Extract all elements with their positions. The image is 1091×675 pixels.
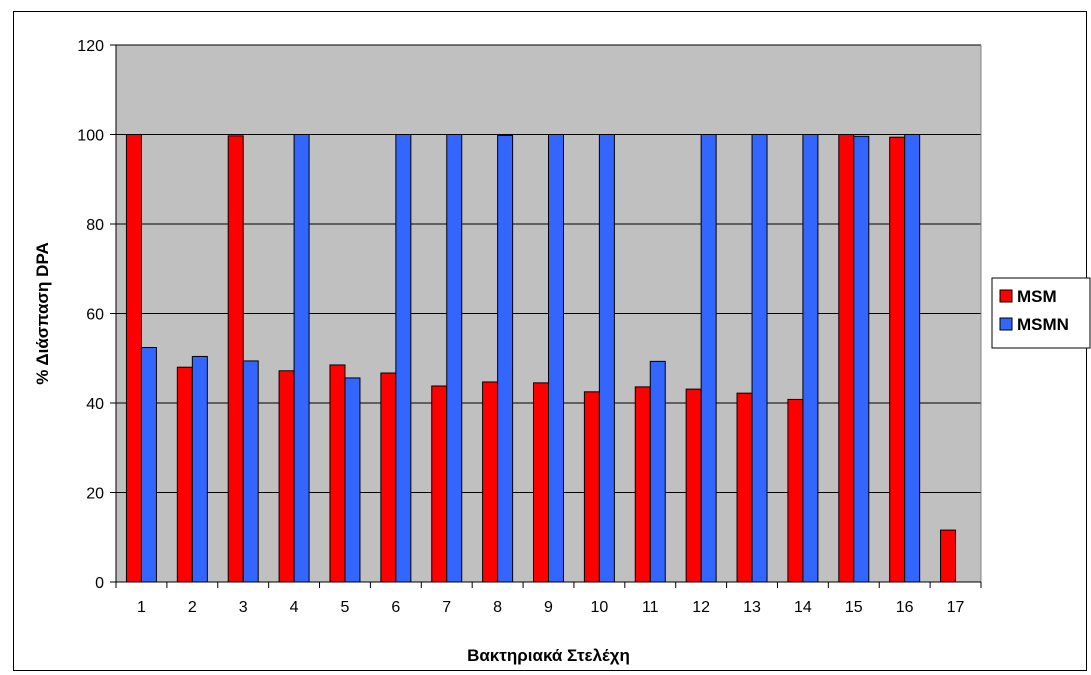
x-tick-label: 12 bbox=[692, 599, 710, 616]
y-tick-label: 0 bbox=[95, 575, 104, 592]
x-tick-label: 15 bbox=[845, 599, 863, 616]
legend-label-msm: MSM bbox=[1017, 287, 1057, 306]
bar-msm-10 bbox=[583, 391, 600, 583]
bar-msmn-13 bbox=[751, 134, 768, 583]
x-axis-title: Βακτηριακά Στελέχη bbox=[467, 646, 630, 665]
x-tick-label: 4 bbox=[290, 599, 299, 616]
bar-msmn-3 bbox=[242, 360, 259, 583]
bar-msm-7 bbox=[431, 385, 448, 583]
x-tick-label: 10 bbox=[590, 599, 608, 616]
x-tick-label: 9 bbox=[544, 599, 553, 616]
bar-msmn-5 bbox=[344, 377, 361, 583]
bar-msmn-8 bbox=[497, 134, 514, 583]
bar-msmn-12 bbox=[700, 134, 717, 583]
x-tick-label: 7 bbox=[442, 599, 451, 616]
x-tick-label: 2 bbox=[188, 599, 197, 616]
bar-msm-13 bbox=[736, 392, 753, 583]
legend-swatch-msm bbox=[999, 289, 1013, 303]
x-tick-label: 13 bbox=[743, 599, 761, 616]
y-tick-label: 40 bbox=[86, 396, 104, 413]
y-tick-label: 120 bbox=[77, 38, 104, 55]
bar-msmn-15 bbox=[853, 135, 870, 583]
bar-msm-14 bbox=[787, 398, 804, 583]
x-tick-label: 1 bbox=[137, 599, 146, 616]
bar-msm-6 bbox=[380, 372, 397, 583]
bar-msmn-16 bbox=[904, 134, 921, 583]
axes bbox=[110, 44, 982, 588]
x-tick-label: 16 bbox=[896, 599, 914, 616]
bar-msm-9 bbox=[533, 382, 549, 583]
legend: MSM MSMN bbox=[991, 277, 1091, 349]
y-tick-label: 100 bbox=[77, 128, 104, 145]
x-tick-label: 6 bbox=[391, 599, 400, 616]
bar-msmn-1 bbox=[140, 347, 157, 583]
bar-msmn-14 bbox=[802, 134, 819, 583]
x-tick-label: 14 bbox=[794, 599, 812, 616]
bar-msm-8 bbox=[482, 381, 499, 583]
bar-msm-4 bbox=[278, 370, 295, 583]
bar-msmn-6 bbox=[395, 134, 412, 583]
bar-msmn-9 bbox=[548, 134, 564, 583]
bar-msm-15 bbox=[838, 134, 855, 583]
bar-msmn-11 bbox=[649, 360, 666, 583]
bar-msm-3 bbox=[227, 135, 244, 583]
bar-msm-1 bbox=[125, 134, 142, 583]
bar-msm-11 bbox=[634, 386, 651, 583]
x-tick-label: 5 bbox=[341, 599, 350, 616]
x-tick-label: 8 bbox=[493, 599, 502, 616]
y-tick-label: 20 bbox=[86, 486, 104, 503]
bar-msmn-10 bbox=[598, 134, 615, 583]
legend-swatch-msmn bbox=[999, 317, 1013, 331]
bar-msm-17 bbox=[940, 529, 957, 583]
y-tick-label: 60 bbox=[86, 307, 104, 324]
bar-msmn-2 bbox=[191, 355, 208, 583]
x-tick-label: 11 bbox=[642, 599, 659, 616]
bar-msm-12 bbox=[685, 388, 702, 583]
y-tick-label: 80 bbox=[86, 217, 104, 234]
bars bbox=[125, 134, 957, 583]
x-tick-label: 3 bbox=[239, 599, 248, 616]
bar-msmn-4 bbox=[293, 134, 310, 583]
bar-msm-5 bbox=[329, 364, 346, 583]
x-tick-label: 17 bbox=[947, 599, 965, 616]
bar-msm-16 bbox=[889, 136, 906, 583]
bar-msm-2 bbox=[176, 366, 193, 583]
legend-label-msmn: MSMN bbox=[1017, 315, 1069, 334]
y-axis-title: % Διάσπαση DPA bbox=[33, 242, 52, 385]
bar-msmn-7 bbox=[446, 134, 463, 583]
